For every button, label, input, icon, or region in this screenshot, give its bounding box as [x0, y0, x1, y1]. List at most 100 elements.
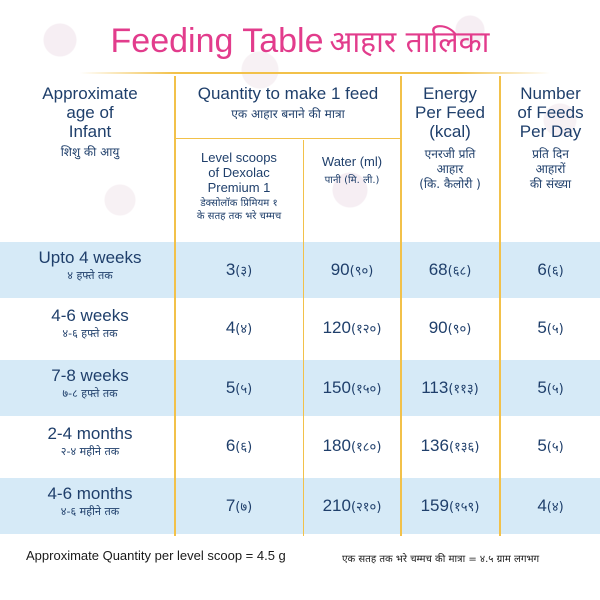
title-hindi: आहार तालिका [329, 25, 490, 60]
cell-scoops: 6(६) [176, 418, 302, 476]
subheader-divider [176, 138, 400, 139]
cell-energy: 113(११३) [402, 360, 498, 418]
title-english: Feeding Table [110, 22, 324, 60]
column-divider [499, 76, 501, 536]
header-energy-line: (kcal) [429, 122, 471, 141]
header-energy: Energy Per Feed (kcal) एनरजी प्रति आहार … [402, 84, 498, 192]
value: 180 [322, 436, 351, 455]
age-english: 7-8 weeks [51, 366, 129, 385]
table-row-age: 4-6 months ४-६ महीने तक [10, 484, 170, 519]
header-feeds-line: of Feeds [517, 103, 584, 122]
cell-water: 210(२१०) [305, 478, 399, 536]
value-hindi: (१२०) [350, 322, 382, 337]
footer-note-hindi: एक सतह तक भरे चम्मच की मात्रा = ४.५ ग्रा… [342, 554, 540, 565]
subheader-scoops-line: Level scoops [201, 150, 277, 165]
header-energy-hindi: एनरजी प्रति [424, 147, 476, 161]
value: 113 [421, 378, 449, 397]
value: 5 [537, 378, 547, 397]
header-energy-hindi: (कि. कैलोरी ) [419, 177, 481, 191]
column-divider [174, 76, 176, 536]
value-hindi: (९०) [447, 322, 472, 337]
value-hindi: (५) [235, 382, 253, 397]
page-title: Feeding Table आहार तालिका [0, 20, 600, 61]
header-age-line: Approximate [42, 84, 138, 103]
table-row-age: 7-8 weeks ७-८ हफ्ते तक [10, 366, 170, 401]
cell-feeds: 5(५) [501, 300, 600, 358]
subheader-water: Water (ml) पानी (मि. ली.) [305, 154, 399, 187]
value: 3 [225, 260, 236, 279]
header-quantity-english: Quantity to make 1 feed [197, 84, 379, 103]
value: 5 [225, 378, 236, 397]
cell-scoops: 3(३) [176, 242, 302, 300]
value-hindi: (९०) [349, 264, 374, 279]
cell-feeds: 5(५) [501, 418, 600, 476]
table-row-age: 2-4 months २-४ महीने तक [10, 424, 170, 459]
value-hindi: (१८०) [350, 440, 382, 455]
value-hindi: (५) [546, 440, 564, 455]
age-english: 4-6 months [47, 484, 133, 503]
subheader-scoops-line: of Dexolac [208, 165, 270, 180]
value-hindi: (१५०) [350, 382, 382, 397]
cell-scoops: 7(७) [176, 478, 302, 536]
value: 4 [537, 496, 547, 515]
value: 68 [428, 260, 448, 279]
value: 5 [537, 436, 547, 455]
age-hindi: ४ हफ्ते तक [67, 269, 113, 282]
cell-scoops: 5(५) [176, 360, 302, 418]
cell-energy: 68(६८) [402, 242, 498, 300]
cell-water: 180(१८०) [305, 418, 399, 476]
age-english: 4-6 weeks [51, 306, 129, 325]
age-hindi: ७-८ हफ्ते तक [62, 387, 118, 400]
subheader-scoops-line: Premium 1 [207, 180, 271, 195]
header-energy-hindi: आहार [436, 162, 464, 176]
value-hindi: (११३) [448, 382, 479, 397]
value-hindi: (४) [546, 500, 564, 515]
cell-energy: 136(१३६) [402, 418, 498, 476]
header-feeds-hindi: आहारों [535, 162, 566, 176]
header-age-line: Infant [68, 122, 112, 141]
footer-note-english: Approximate Quantity per level scoop = 4… [26, 548, 286, 563]
cell-energy: 159(१५९) [402, 478, 498, 536]
value: 4 [225, 318, 236, 337]
value: 90 [428, 318, 448, 337]
value: 136 [420, 436, 449, 455]
column-divider [400, 76, 402, 536]
subheader-scoops: Level scoops of Dexolac Premium 1 डेक्सो… [176, 150, 302, 223]
header-age-line: age of [66, 103, 114, 122]
value-hindi: (१५९) [448, 500, 480, 515]
subheader-water-hindi: पानी (मि. ली.) [324, 175, 380, 186]
cell-water: 150(१५०) [305, 360, 399, 418]
value-hindi: (५) [546, 322, 564, 337]
age-hindi: ४-६ महीने तक [60, 505, 120, 518]
age-hindi: २-४ महीने तक [60, 445, 120, 458]
value: 150 [322, 378, 351, 397]
header-feeds-hindi: प्रति दिन [532, 147, 569, 161]
value: 5 [537, 318, 547, 337]
value-hindi: (३) [235, 264, 253, 279]
header-energy-line: Energy [423, 84, 477, 103]
header-quantity-hindi: एक आहार बनाने की मात्रा [231, 107, 345, 121]
value: 7 [225, 496, 236, 515]
cell-feeds: 6(६) [501, 242, 600, 300]
value: 90 [330, 260, 350, 279]
header-age-hindi: शिशु की आयु [60, 145, 120, 159]
header-quantity: Quantity to make 1 feed एक आहार बनाने की… [176, 84, 400, 122]
cell-water: 120(१२०) [305, 300, 399, 358]
cell-energy: 90(९०) [402, 300, 498, 358]
subheader-water-english: Water (ml) [321, 154, 383, 169]
cell-scoops: 4(४) [176, 300, 302, 358]
header-feeds-hindi: की संख्या [529, 177, 572, 191]
header-age: Approximate age of Infant शिशु की आयु [10, 84, 170, 160]
value: 210 [322, 496, 351, 515]
age-hindi: ४-६ हफ्ते तक [62, 327, 118, 340]
table-row-age: 4-6 weeks ४-६ हफ्ते तक [10, 306, 170, 341]
column-divider [303, 140, 304, 536]
cell-water: 90(९०) [305, 242, 399, 300]
age-english: 2-4 months [47, 424, 133, 443]
cell-feeds: 5(५) [501, 360, 600, 418]
value-hindi: (१३६) [448, 440, 480, 455]
table-row-age: Upto 4 weeks ४ हफ्ते तक [10, 248, 170, 283]
value-hindi: (४) [235, 322, 253, 337]
subheader-scoops-hindi: डेक्सोलॉक प्रिमियम १ [200, 198, 278, 209]
header-feeds-line: Number [520, 84, 581, 103]
